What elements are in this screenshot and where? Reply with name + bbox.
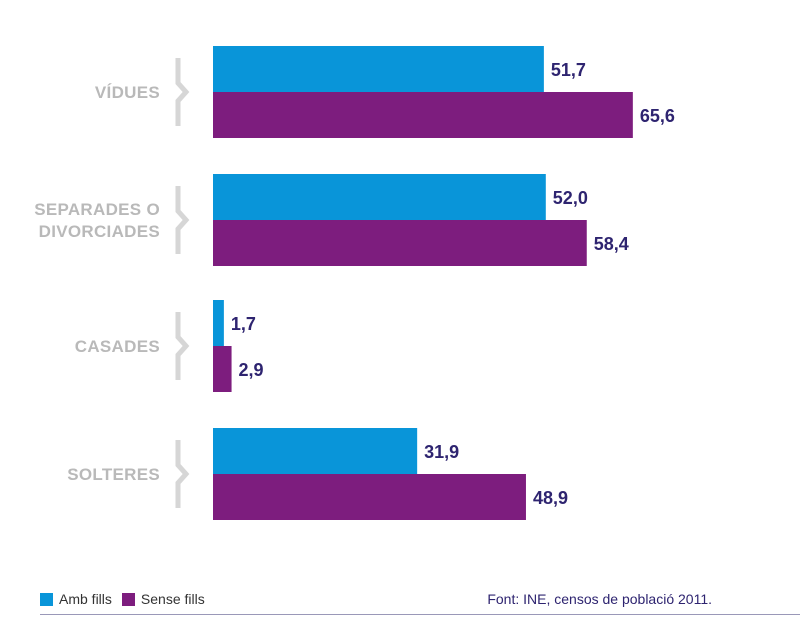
bottom-rule bbox=[40, 614, 800, 615]
category-label-solteres: SOLTERES bbox=[67, 465, 160, 484]
value-label-amb-fills-separades-o-divorciades: 52,0 bbox=[553, 188, 588, 208]
bar-sense-fills-separades-o-divorciades bbox=[213, 220, 587, 266]
value-label-sense-fills-solteres: 48,9 bbox=[533, 488, 568, 508]
category-label-casades: CASADES bbox=[75, 337, 160, 356]
bracket-separades-o-divorciades bbox=[175, 186, 190, 254]
legend: Amb fills Sense fills bbox=[40, 591, 215, 607]
bar-chart: VÍDUES 51,7 65,6 SEPARADES O DIVORCIADES 52,0… bbox=[34, 46, 675, 520]
legend-item-sense-fills: Sense fills bbox=[121, 591, 205, 607]
bar-sense-fills-vidues bbox=[213, 92, 633, 138]
bracket-vidues bbox=[175, 58, 190, 126]
legend-item-amb-fills: Amb fills bbox=[40, 591, 112, 607]
bar-amb-fills-casades bbox=[213, 300, 224, 346]
bar-sense-fills-solteres bbox=[213, 474, 526, 520]
bracket-solteres bbox=[175, 440, 190, 508]
category-label-separades-o-divorciades-line-2: DIVORCIADES bbox=[39, 222, 160, 241]
value-label-sense-fills-vidues: 65,6 bbox=[640, 106, 675, 126]
legend-label-sense-fills: Sense fills bbox=[140, 591, 205, 607]
legend-swatch-sense-fills bbox=[121, 592, 135, 606]
value-label-sense-fills-casades: 2,9 bbox=[239, 360, 264, 380]
bracket-casades bbox=[175, 312, 190, 380]
bar-amb-fills-solteres bbox=[213, 428, 418, 474]
legend-label-amb-fills: Amb fills bbox=[59, 591, 112, 607]
bar-sense-fills-casades bbox=[213, 346, 232, 392]
value-label-amb-fills-solteres: 31,9 bbox=[424, 442, 459, 462]
value-label-sense-fills-separades-o-divorciades: 58,4 bbox=[594, 234, 629, 254]
legend-swatch-amb-fills bbox=[40, 592, 53, 606]
bar-amb-fills-separades-o-divorciades bbox=[213, 174, 546, 220]
category-label-vidues: VÍDUES bbox=[95, 83, 160, 102]
value-label-amb-fills-vidues: 51,7 bbox=[551, 60, 586, 80]
value-label-amb-fills-casades: 1,7 bbox=[231, 314, 256, 334]
category-label-separades-o-divorciades-line-1: SEPARADES O bbox=[34, 200, 160, 219]
source-note: Font: INE, censos de població 2011. bbox=[487, 591, 712, 607]
bar-amb-fills-vidues bbox=[213, 46, 544, 92]
